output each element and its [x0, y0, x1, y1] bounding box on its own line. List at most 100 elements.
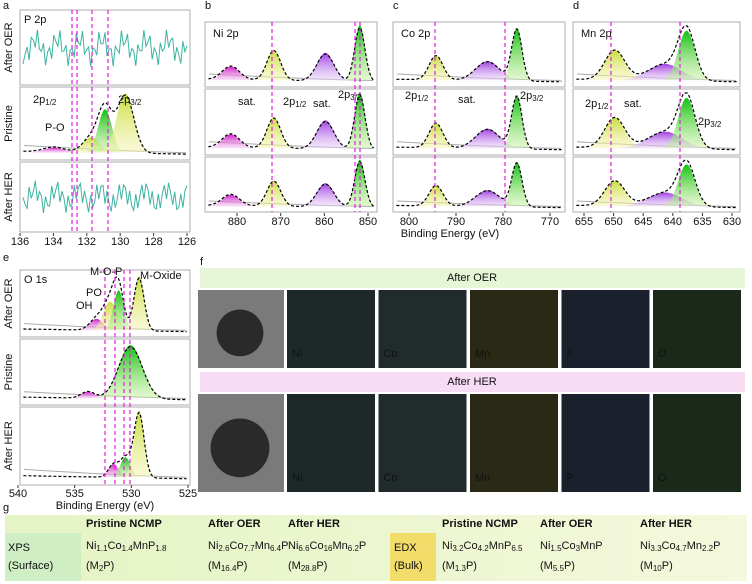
formula-sub: 6.6 — [298, 544, 310, 553]
peak-label-base: 2p — [405, 90, 417, 102]
sem-feature — [216, 309, 264, 357]
fit-peak — [253, 117, 295, 149]
edx-map — [378, 290, 467, 368]
fit-peak — [23, 147, 85, 153]
formula-sub: 6.5 — [511, 544, 523, 553]
ratio-sub: 10 — [653, 564, 662, 573]
x-tick-label: 134 — [44, 236, 62, 248]
row-label: Pristine — [3, 354, 15, 391]
fit-peak — [99, 93, 151, 152]
x-tick-label: 780 — [494, 216, 512, 228]
panel-letter: c — [393, 0, 399, 12]
fit-peak — [661, 30, 712, 80]
fit-peak — [501, 162, 533, 206]
formula-part: P — [713, 540, 720, 552]
x-tick-label: 128 — [144, 236, 162, 248]
fit-peak — [415, 185, 457, 207]
x-tick-label: 126 — [178, 236, 196, 248]
fit-peak — [415, 123, 457, 149]
x-tick-label: 645 — [634, 216, 652, 228]
panel-title: Mn 2p — [581, 28, 612, 40]
panel-title: Ni 2p — [213, 28, 239, 40]
fit-peak — [299, 120, 352, 149]
panel-title: Co 2p — [401, 28, 430, 40]
formula-sub: 6.4 — [270, 544, 282, 553]
envelope — [396, 162, 562, 209]
fit-peak — [415, 55, 457, 81]
peak-label-sub: 1/2 — [597, 102, 609, 111]
formula-part: Ni — [540, 540, 550, 552]
formula: Ni2.6Co7.7Mn6.4P — [208, 540, 288, 553]
ratio-part: (M — [208, 560, 221, 572]
panel-letter: b — [205, 0, 211, 12]
edx-map — [287, 394, 375, 492]
annotation: sat. — [624, 98, 642, 110]
x-tick-label: 530 — [122, 488, 140, 500]
element-label: P — [567, 348, 574, 360]
envelope — [23, 346, 187, 401]
plot-frame — [572, 88, 741, 156]
envelope — [208, 93, 375, 149]
annotation: sat. — [313, 98, 331, 110]
peak-label-sub: 3/2 — [130, 98, 142, 107]
ratio: (M5.5P) — [540, 560, 575, 573]
element-label: Co — [384, 348, 398, 360]
row-label: (Bulk) — [394, 560, 423, 572]
panel-letter: d — [573, 0, 579, 12]
peak-label-sub: 3/2 — [710, 120, 722, 129]
x-tick-label: 136 — [11, 236, 29, 248]
edx-map — [561, 290, 650, 368]
envelope — [208, 26, 375, 81]
plot-frame — [392, 156, 566, 213]
edx-map-tint — [287, 394, 375, 492]
oer-band — [200, 268, 745, 288]
ratio-part: (M — [442, 560, 455, 572]
x-tick-label: 850 — [359, 216, 377, 228]
column-header: After OER — [208, 518, 261, 530]
formula-part: Co — [464, 540, 478, 552]
row-label: After HER — [3, 172, 15, 222]
element-label: O — [658, 472, 667, 484]
formula: Ni3.2Co4.2MnP6.5 — [442, 540, 523, 553]
x-tick-label: 790 — [447, 216, 465, 228]
peak-label-base: 2p — [698, 116, 710, 128]
x-tick-label: 800 — [400, 216, 418, 228]
ratio: (M1.3P) — [442, 560, 477, 573]
plot-frame — [572, 21, 741, 88]
fit-peak — [123, 276, 155, 330]
ratio-part: P) — [236, 560, 247, 572]
peak-label-base: 2p — [520, 90, 532, 102]
peak-label-sub: 3/2 — [350, 93, 362, 102]
fit-peak — [67, 391, 109, 399]
formula-part: P — [281, 540, 288, 552]
edx-map-tint — [378, 394, 467, 492]
x-tick-label: 540 — [9, 488, 27, 500]
x-tick-label: 535 — [65, 488, 83, 500]
element-label: P — [567, 472, 574, 484]
formula-sub: 3 — [576, 544, 581, 553]
peak-label-base: 2p — [118, 94, 130, 106]
plot-frame — [19, 9, 191, 86]
column-header: After OER — [540, 518, 593, 530]
edx-map-tint — [561, 394, 650, 492]
edx-map-tint — [470, 394, 558, 492]
formula-part: Mn — [255, 540, 270, 552]
section-title: After HER — [447, 376, 497, 388]
x-tick-label: 655 — [575, 216, 593, 228]
row-label: EDX — [394, 542, 417, 554]
element-label: Ni — [292, 472, 302, 484]
edx-map-tint — [287, 290, 375, 368]
formula-sub: 2.2 — [702, 544, 714, 553]
column-header: After HER — [640, 518, 692, 530]
row-label: After HER — [3, 421, 15, 471]
ratio: (M2P) — [86, 560, 114, 573]
panel-letter: e — [3, 252, 9, 264]
fit-peak — [501, 28, 533, 80]
peak-label: 2p3/2 — [118, 94, 142, 107]
x-tick-label: 870 — [271, 216, 289, 228]
panel-letter: g — [3, 502, 9, 514]
peak-label-sub: 1/2 — [45, 98, 57, 107]
envelope — [23, 276, 187, 333]
fit-peak — [205, 66, 257, 81]
